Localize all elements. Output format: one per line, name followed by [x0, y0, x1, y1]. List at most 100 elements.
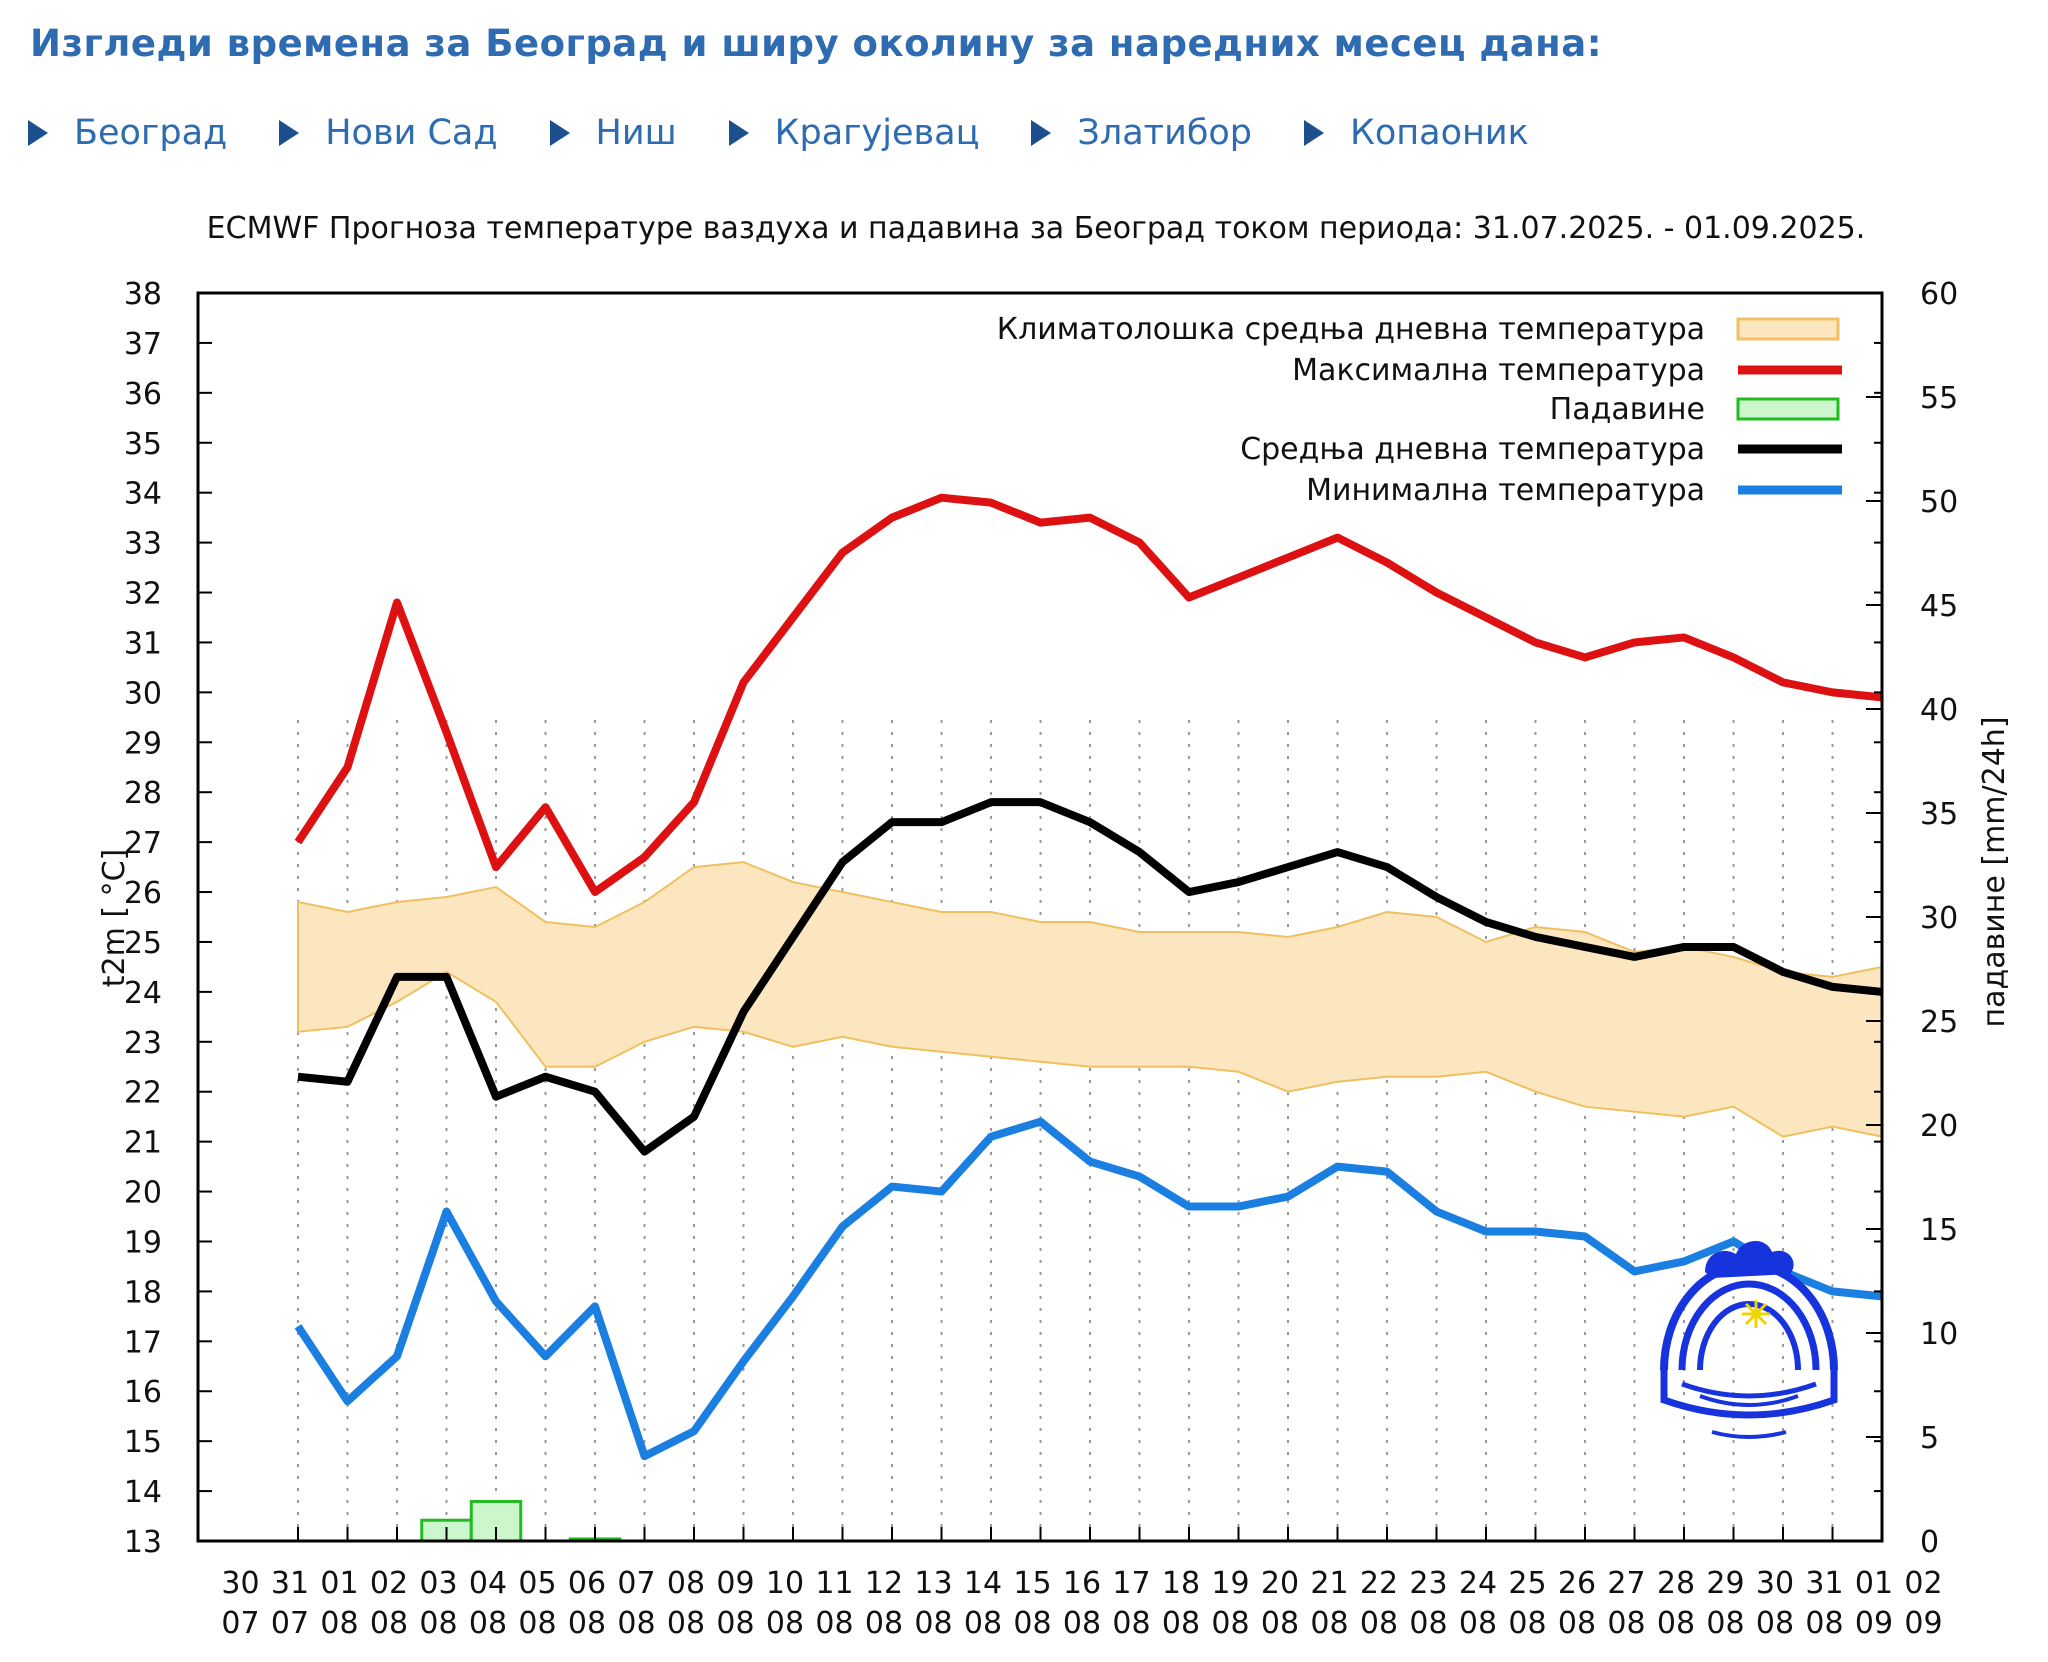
x-tick-label-day: 25: [1508, 1566, 1546, 1601]
x-tick-label-month: 08: [1706, 1606, 1744, 1641]
x-tick-label-month: 08: [964, 1606, 1002, 1641]
x-tick-label-day: 27: [1607, 1566, 1645, 1601]
nav-link-zlatibor[interactable]: Златибор: [1031, 113, 1252, 153]
y2-tick-label: 15: [1920, 1213, 1958, 1248]
y2-tick-label: 55: [1920, 381, 1958, 416]
x-tick-label-month: 08: [1409, 1606, 1447, 1641]
y-tick-label: 29: [124, 726, 162, 761]
nav-link-kragujevac[interactable]: Крагујевац: [728, 113, 980, 153]
x-tick-label-month: 08: [1508, 1606, 1546, 1641]
x-tick-label-day: 11: [815, 1566, 853, 1601]
x-tick-label-day: 10: [766, 1566, 804, 1601]
y-tick-label: 25: [124, 926, 162, 961]
legend-label: Климатолошка средња дневна температура: [997, 312, 1705, 347]
x-tick-label-day: 02: [1904, 1566, 1942, 1601]
x-tick-label-month: 08: [1162, 1606, 1200, 1641]
nav-link-label: Златибор: [1077, 113, 1253, 153]
x-tick-label-day: 28: [1657, 1566, 1695, 1601]
y-tick-label: 27: [124, 826, 162, 861]
y2-tick-label: 40: [1920, 693, 1958, 728]
x-tick-label-month: 08: [1261, 1606, 1299, 1641]
x-tick-label-day: 22: [1360, 1566, 1398, 1601]
forecast-chart: ECMWF Прогноза температуре ваздуха и пад…: [97, 211, 2012, 1641]
y-tick-label: 21: [124, 1126, 162, 1161]
x-tick-label-month: 09: [1855, 1606, 1893, 1641]
x-tick-label-day: 05: [518, 1566, 556, 1601]
y-tick-label: 33: [124, 527, 162, 562]
rhmz-logo: [1660, 1240, 1838, 1439]
y2-tick-label: 25: [1920, 1005, 1958, 1040]
x-tick-label-day: 01: [320, 1566, 358, 1601]
arrow-right-icon: [1304, 120, 1325, 146]
x-tick-label-month: 08: [1657, 1606, 1695, 1641]
nav-link-kopaonik[interactable]: Копаоник: [1304, 113, 1529, 153]
nav-link-label: Београд: [74, 113, 228, 153]
y-tick-label: 16: [124, 1375, 162, 1410]
x-tick-label-month: 08: [865, 1606, 903, 1641]
min-temp-line: [294, 1117, 1883, 1461]
arrow-right-icon: [1031, 120, 1052, 146]
y-tick-label: 30: [124, 676, 162, 711]
x-tick-label-day: 26: [1558, 1566, 1596, 1601]
x-tick-label-day: 31: [271, 1566, 309, 1601]
x-tick-label-month: 07: [271, 1606, 309, 1641]
x-tick-label-month: 08: [667, 1606, 705, 1641]
y-tick-label: 26: [124, 876, 162, 911]
y-tick-label: 19: [124, 1225, 162, 1260]
y-tick-label: 23: [124, 1026, 162, 1061]
x-tick-label-day: 30: [221, 1566, 259, 1601]
x-tick-label-day: 07: [617, 1566, 655, 1601]
x-tick-label-day: 09: [716, 1566, 754, 1601]
chart-title: ECMWF Прогноза температуре ваздуха и пад…: [207, 211, 1866, 246]
nav-link-nis[interactable]: Ниш: [549, 113, 677, 153]
x-tick-label-day: 15: [1013, 1566, 1051, 1601]
y-tick-label: 28: [124, 776, 162, 811]
y2-tick-label: 30: [1920, 901, 1958, 936]
legend-label: Падавине: [1550, 392, 1705, 427]
y-tick-label: 32: [124, 577, 162, 612]
x-tick-label-day: 12: [865, 1566, 903, 1601]
nav-link-beograd[interactable]: Београд: [28, 113, 227, 153]
x-tick-label-day: 18: [1162, 1566, 1200, 1601]
y2-tick-label: 0: [1920, 1525, 1939, 1560]
x-tick-label-day: 30: [1756, 1566, 1794, 1601]
nav-link-label: Копаоник: [1350, 113, 1529, 153]
y-tick-label: 20: [124, 1176, 162, 1211]
x-tick-label-month: 08: [1756, 1606, 1794, 1641]
y2-tick-label: 45: [1920, 589, 1958, 624]
legend-label: Средња дневна температура: [1240, 432, 1705, 467]
y-tick-label: 17: [124, 1325, 162, 1360]
x-tick-label-day: 13: [914, 1566, 952, 1601]
x-tick-label-month: 08: [1211, 1606, 1249, 1641]
x-tick-label-day: 20: [1261, 1566, 1299, 1601]
x-tick-label-day: 04: [469, 1566, 507, 1601]
x-tick-label-month: 08: [617, 1606, 655, 1641]
y-tick-label: 31: [124, 626, 162, 661]
x-tick-label-month: 08: [1310, 1606, 1348, 1641]
legend-label: Максимална температура: [1292, 353, 1705, 388]
x-tick-label-day: 06: [568, 1566, 606, 1601]
nav-link-label: Нови Сад: [325, 113, 498, 153]
y-tick-label: 14: [124, 1475, 162, 1510]
nav-link-label: Крагујевац: [774, 113, 980, 153]
x-tick-label-month: 08: [1558, 1606, 1596, 1641]
x-tick-label-day: 08: [667, 1566, 705, 1601]
x-tick-label-day: 16: [1063, 1566, 1101, 1601]
x-tick-label-month: 08: [1459, 1606, 1497, 1641]
x-tick-label-day: 21: [1310, 1566, 1348, 1601]
x-tick-label-month: 08: [1607, 1606, 1645, 1641]
y-tick-label: 34: [124, 477, 162, 512]
x-tick-label-month: 08: [370, 1606, 408, 1641]
x-tick-label-month: 08: [1805, 1606, 1843, 1641]
x-tick-label-month: 08: [815, 1606, 853, 1641]
x-tick-label-day: 14: [964, 1566, 1002, 1601]
arrow-right-icon: [28, 120, 48, 146]
x-tick-label-day: 02: [370, 1566, 408, 1601]
x-tick-label-month: 08: [1360, 1606, 1398, 1641]
y-tick-label: 35: [124, 427, 162, 462]
y2-tick-label: 20: [1920, 1109, 1958, 1144]
x-tick-label-day: 01: [1855, 1566, 1893, 1601]
x-tick-label-day: 03: [419, 1566, 457, 1601]
nav-link-novi-sad[interactable]: Нови Сад: [279, 113, 498, 153]
city-nav: Београд Нови Сад Ниш Крагујевац Златибор…: [28, 108, 1581, 158]
